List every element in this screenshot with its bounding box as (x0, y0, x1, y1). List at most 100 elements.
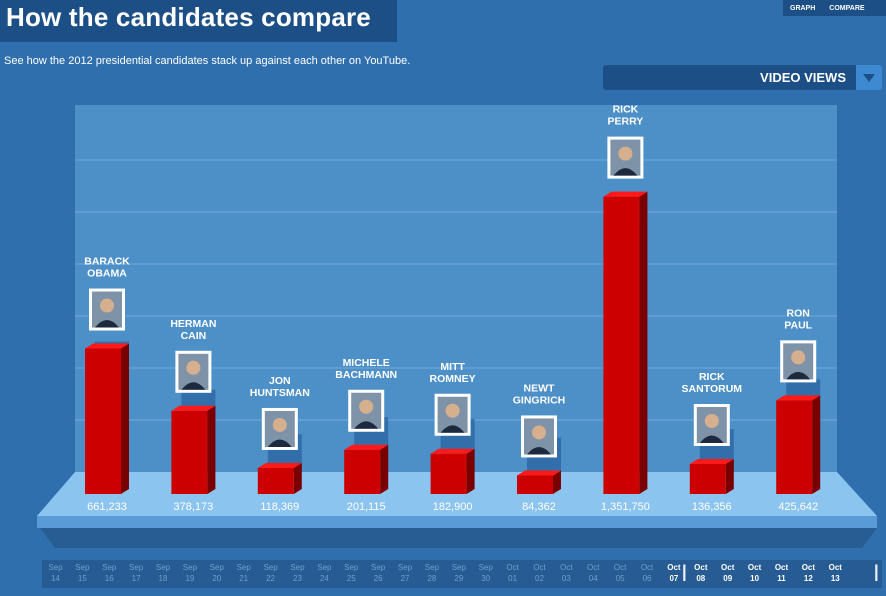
timeline-date[interactable]: Sep 17 (123, 560, 150, 588)
timeline-month: Sep (397, 563, 413, 572)
timeline-date[interactable]: Sep 28 (418, 560, 445, 588)
timeline-date[interactable]: Sep 15 (69, 560, 96, 588)
timeline-day: 18 (158, 574, 168, 583)
timeline-day: 12 (803, 574, 813, 583)
bar[interactable] (689, 464, 726, 494)
bar[interactable] (603, 196, 640, 495)
timeline-date[interactable]: Sep 18 (150, 560, 177, 588)
candidate-photo[interactable] (693, 404, 730, 447)
timeline-day: 07 (669, 574, 679, 583)
bar[interactable] (257, 467, 294, 494)
page-subtitle: See how the 2012 presidential candidates… (4, 55, 411, 67)
bar[interactable] (430, 453, 467, 494)
timeline-date[interactable]: Oct 12 (795, 560, 822, 588)
candidate-name-label: BARACK (84, 256, 130, 268)
bar-value-label: 378,173 (174, 501, 214, 513)
triangle-down-icon[interactable] (856, 65, 882, 90)
timeline-day: 02 (535, 574, 544, 583)
timeline-date[interactable]: Oct 08 (687, 560, 714, 588)
range-start-handle[interactable]: I (681, 560, 688, 587)
candidate-photo[interactable] (175, 350, 212, 393)
timeline-day: 30 (481, 574, 491, 583)
candidate-photo[interactable] (348, 389, 385, 432)
timeline-date[interactable]: Sep 30 (472, 560, 499, 588)
timeline-day: 19 (185, 574, 195, 583)
candidate-photo[interactable] (607, 136, 644, 179)
bar[interactable] (776, 400, 813, 494)
bar-top (603, 191, 648, 197)
timeline-date[interactable]: Sep 21 (230, 560, 257, 588)
bar-top (85, 343, 129, 349)
timeline-date[interactable]: Sep 27 (392, 560, 419, 588)
timeline-month: Oct (721, 563, 735, 572)
timeline-date[interactable]: Oct 11 (768, 560, 795, 588)
timeline-date[interactable]: Oct 04 (580, 560, 607, 588)
timeline-date[interactable]: Oct 13 (822, 560, 849, 588)
timeline-date[interactable]: Sep 26 (365, 560, 392, 588)
bar[interactable] (517, 475, 553, 494)
date-timeline[interactable]: Sep 14 Sep 15 Sep 16 Sep 17 Sep 18 Sep 19 Sep 20 Sep 21… (42, 560, 882, 588)
timeline-day: 08 (696, 574, 706, 583)
timeline-date[interactable]: Sep 29 (445, 560, 472, 588)
candidate-photo[interactable] (261, 407, 298, 450)
bar[interactable] (85, 348, 121, 494)
timeline-date[interactable]: Oct 01 (499, 560, 526, 588)
timeline-date[interactable]: Oct 03 (553, 560, 580, 588)
timeline-day: 25 (346, 574, 356, 583)
timeline-date[interactable]: Oct 06 (634, 560, 661, 588)
candidate-name-label: HERMAN (170, 318, 216, 330)
candidate-name-label: HUNTSMAN (250, 387, 310, 399)
graph-nav-button[interactable]: GRAPH (783, 0, 822, 16)
timeline-date[interactable]: Sep 25 (338, 560, 365, 588)
bar[interactable] (171, 410, 208, 494)
candidate-photo[interactable] (434, 393, 471, 436)
timeline-month: Oct (667, 563, 681, 572)
bar[interactable] (344, 449, 381, 494)
bar-value-label: 136,356 (692, 501, 732, 513)
bar-value-label: 425,642 (778, 501, 818, 513)
timeline-date[interactable]: Sep 24 (311, 560, 338, 588)
chart-platform-shadow (40, 528, 877, 548)
timeline-day: 03 (561, 574, 571, 583)
range-end-handle[interactable]: I (873, 560, 880, 587)
timeline-day: 29 (454, 574, 464, 583)
bar-top (344, 444, 389, 450)
timeline-month: Oct (747, 563, 762, 572)
bar-side (121, 343, 129, 494)
timeline-date[interactable]: Oct 07 (660, 560, 687, 588)
candidate-name-label: RICK (613, 104, 639, 116)
bar-value-label: 661,233 (87, 501, 127, 513)
timeline-date[interactable]: Sep 14 (42, 560, 69, 588)
timeline-date[interactable]: Sep 20 (203, 560, 230, 588)
timeline-day: 22 (266, 574, 276, 583)
bar-side (293, 462, 302, 494)
timeline-date[interactable]: Sep 16 (96, 560, 123, 588)
timeline-date[interactable]: Sep 22 (257, 560, 284, 588)
candidate-photo[interactable] (521, 415, 557, 458)
timeline-date[interactable]: Oct 02 (526, 560, 553, 588)
candidate-name-label: MITT (440, 361, 465, 373)
timeline-month: Sep (478, 563, 493, 572)
timeline-month: Oct (587, 563, 600, 572)
bar-side (466, 448, 475, 494)
timeline-date[interactable]: Sep 19 (176, 560, 203, 588)
candidate-photo[interactable] (780, 340, 817, 383)
timeline-day: 05 (615, 574, 625, 583)
timeline-day: 21 (239, 574, 249, 583)
candidate-name-label: ROMNEY (430, 373, 476, 385)
candidate-name-label: GINGRICH (513, 394, 566, 406)
compare-nav-button[interactable]: COMPARE (822, 0, 871, 16)
bar-side (639, 191, 648, 495)
timeline-date[interactable]: Sep 23 (284, 560, 311, 588)
metric-dropdown[interactable]: VIDEO VIEWS (603, 65, 882, 90)
candidate-photo[interactable] (89, 288, 125, 331)
timeline-day: 01 (508, 574, 518, 583)
timeline-date[interactable]: Oct 09 (714, 560, 741, 588)
timeline-date[interactable]: Oct 10 (741, 560, 768, 588)
timeline-month: Sep (155, 563, 171, 572)
candidate-name-label: SANTORUM (682, 383, 743, 395)
timeline-month: Oct (560, 563, 573, 572)
timeline-date[interactable]: Oct 05 (607, 560, 634, 588)
candidate-name-label: NEWT (524, 382, 555, 394)
timeline-month: Sep (451, 563, 466, 572)
